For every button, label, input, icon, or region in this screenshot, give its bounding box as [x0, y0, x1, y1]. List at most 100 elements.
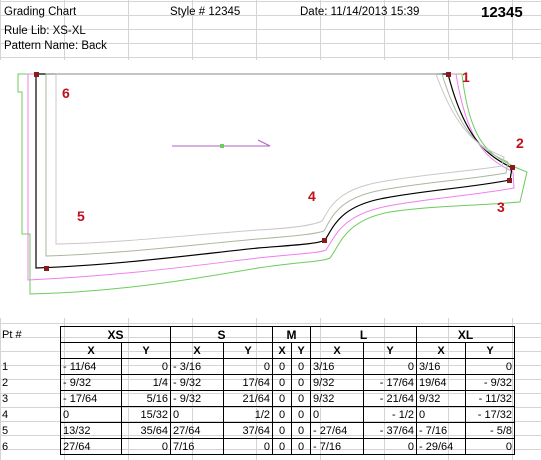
- xl-y-header: Y: [465, 342, 515, 359]
- grade-value: 1/4: [121, 374, 171, 391]
- grade-value: - 1/2: [363, 406, 417, 423]
- grade-point-marker: [446, 72, 451, 77]
- size-header-s: S: [170, 326, 273, 343]
- grade-value: 27/64: [60, 438, 122, 455]
- grade-point-marker: [34, 72, 39, 77]
- grade-value: 0: [272, 438, 292, 455]
- grade-value: 0: [465, 358, 515, 375]
- grade-value: 15/32: [121, 406, 171, 423]
- grade-value: - 9/32: [465, 374, 515, 391]
- grade-value: - 17/32: [465, 406, 515, 423]
- point-number: 4: [2, 408, 9, 421]
- axis-header-row: X Y X Y X Y X Y X Y: [0, 342, 515, 359]
- grade-value: 1/2: [223, 406, 273, 423]
- grading-table: Pt # XS S M L XL X Y X Y X Y X Y X Y 1 - …: [0, 326, 515, 455]
- grade-value: - 9/32: [60, 374, 122, 391]
- grade-value: 7/16: [170, 438, 224, 455]
- table-row: 4 0 15/32 0 1/2 0 0 0- 1/2 0- 17/32: [0, 406, 515, 423]
- grade-point-marker: [322, 238, 327, 243]
- grade-value: 0: [121, 358, 171, 375]
- point-label-6: 6: [62, 85, 70, 101]
- point-number: 2: [2, 376, 9, 389]
- point-label-3: 3: [497, 199, 505, 215]
- grade-point-marker: [510, 165, 515, 170]
- grade-value: 0: [291, 438, 311, 455]
- s-outline: [45, 73, 509, 257]
- grade-value: - 17/64: [363, 374, 417, 391]
- pattern-drawing: 6 1 2 3 4 5: [0, 60, 541, 318]
- table-row: 3- 17/64 5/16- 9/32 21/64 0 0 9/32- 21/64 9/32…: [0, 390, 515, 407]
- grade-value: - 21/64: [363, 390, 417, 407]
- base-outline: [35, 73, 513, 269]
- size-header-l: L: [310, 326, 417, 343]
- pattern-name: Pattern Name: Back: [4, 40, 107, 52]
- grade-value: 0: [291, 390, 311, 407]
- grade-value: 0: [223, 358, 273, 375]
- grade-value: 0: [121, 438, 171, 455]
- table-row: 6 27/64 0 7/16 0 0 0- 7/16 0- 29/64 0: [0, 438, 515, 455]
- s-x-header: X: [170, 342, 224, 359]
- grade-value: 0: [291, 406, 311, 423]
- grade-value: - 7/16: [416, 422, 466, 439]
- grade-value: - 29/64: [416, 438, 466, 455]
- pattern-id: 12345: [481, 4, 523, 21]
- grade-points: [34, 72, 515, 271]
- xl-x-header: X: [416, 342, 466, 359]
- rule-library: Rule Lib: XS-XL: [4, 25, 86, 37]
- pt-header-spacer: [0, 343, 61, 359]
- grade-value: 0: [272, 390, 292, 407]
- grade-value: 9/32: [416, 390, 466, 407]
- grade-value: 0: [272, 358, 292, 375]
- m-x-header: X: [272, 342, 292, 359]
- grade-value: 0: [363, 358, 417, 375]
- pt-header: Pt #: [2, 328, 22, 341]
- xs-x-header: X: [60, 342, 122, 359]
- grade-value: 3/16: [310, 358, 364, 375]
- point-number: 3: [2, 392, 9, 405]
- grade-value: 0: [465, 438, 515, 455]
- chart-title: Grading Chart: [4, 6, 77, 18]
- grade-value: 0: [291, 422, 311, 439]
- grade-point-marker: [44, 266, 49, 271]
- size-header-xl: XL: [416, 326, 515, 343]
- grade-value: 0: [170, 406, 224, 423]
- grade-value: 3/16: [416, 358, 466, 375]
- l-outline: [27, 73, 515, 281]
- grade-value: 5/16: [121, 390, 171, 407]
- l-x-header: X: [310, 342, 364, 359]
- grade-value: - 37/64: [363, 422, 417, 439]
- grade-value: - 11/64: [60, 358, 122, 375]
- grade-value: 0: [416, 406, 466, 423]
- grade-value: - 11/32: [465, 390, 515, 407]
- grade-value: 0: [272, 374, 292, 391]
- grade-value: - 9/32: [170, 390, 224, 407]
- table-row: 1- 11/64 0- 3/16 0 0 0 3/16 0 3/16 0: [0, 358, 515, 375]
- l-y-header: Y: [363, 342, 417, 359]
- grade-value: 37/64: [223, 422, 273, 439]
- grade-value: - 7/16: [310, 438, 364, 455]
- size-header-row: Pt # XS S M L XL: [0, 326, 515, 343]
- m-y-header: Y: [291, 342, 311, 359]
- table-row: 5 13/32 35/64 27/64 37/64 0 0- 27/64- 37/64- 7…: [0, 422, 515, 439]
- grade-value: - 17/64: [60, 390, 122, 407]
- point-label-1: 1: [462, 69, 470, 85]
- grade-value: 13/32: [60, 422, 122, 439]
- grade-value: 17/64: [223, 374, 273, 391]
- grade-value: 9/32: [310, 374, 364, 391]
- grade-value: 9/32: [310, 390, 364, 407]
- grade-value: 0: [291, 374, 311, 391]
- grade-value: 0: [310, 406, 364, 423]
- s-y-header: Y: [223, 342, 273, 359]
- grading-table-body: 1- 11/64 0- 3/16 0 0 0 3/16 0 3/16 0 2- 9/32 1/4- …: [0, 358, 515, 455]
- grade-value: - 27/64: [310, 422, 364, 439]
- grade-value: - 3/16: [170, 358, 224, 375]
- grade-value: 0: [363, 438, 417, 455]
- table-row: 2- 9/32 1/4- 9/32 17/64 0 0 9/32- 17/64 19/64-…: [0, 374, 515, 391]
- grade-value: 0: [272, 406, 292, 423]
- size-header-xs: XS: [60, 326, 171, 343]
- grade-value: 0: [60, 406, 122, 423]
- grade-value: - 5/8: [465, 422, 515, 439]
- point-label-4: 4: [308, 188, 316, 204]
- grade-point-marker: [507, 178, 512, 183]
- size-header-m: M: [272, 326, 311, 343]
